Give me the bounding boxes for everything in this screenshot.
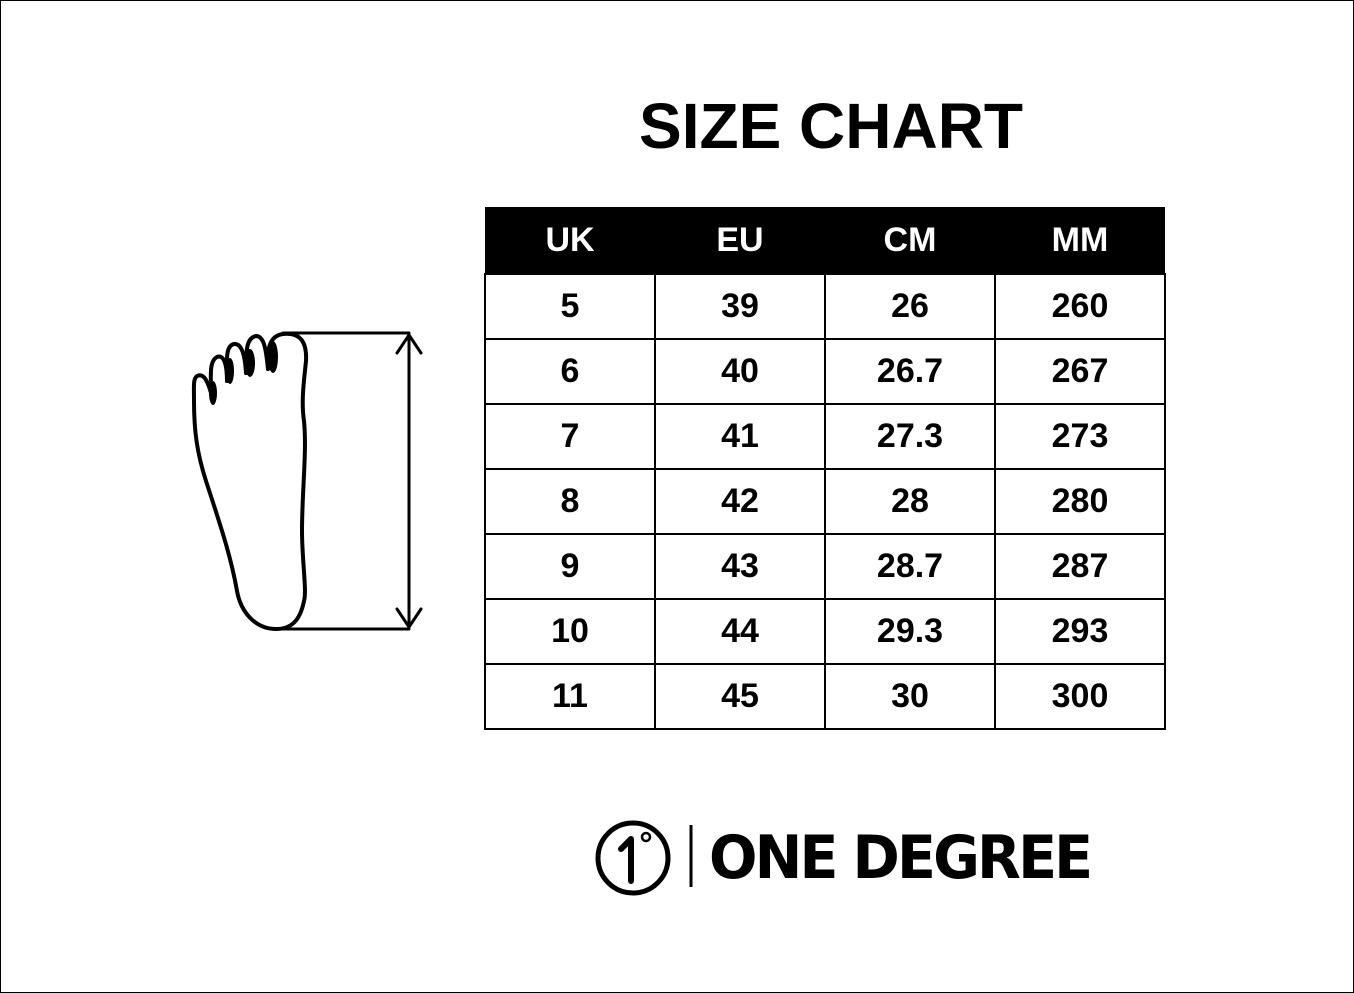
table-cell: 287 — [994, 533, 1166, 600]
column-header-eu: EU — [655, 207, 825, 274]
table-cell: 260 — [994, 273, 1166, 340]
length-arrow-icon — [281, 331, 423, 631]
table-cell: 10 — [484, 598, 656, 665]
table-cell: 28.7 — [824, 533, 996, 600]
table-row: 8 42 28 280 — [484, 468, 1166, 535]
table-row: 6 40 26.7 267 — [484, 338, 1166, 405]
table-cell: 40 — [654, 338, 826, 405]
table-cell: 39 — [654, 273, 826, 340]
table-cell: 293 — [994, 598, 1166, 665]
table-cell: 5 — [484, 273, 656, 340]
table-cell: 29.3 — [824, 598, 996, 665]
table-cell: 30 — [824, 663, 996, 730]
table-cell: 45 — [654, 663, 826, 730]
table-cell: 28 — [824, 468, 996, 535]
table-cell: 7 — [484, 403, 656, 470]
table-cell: 267 — [994, 338, 1166, 405]
column-header-uk: UK — [485, 207, 655, 274]
table-cell: 26.7 — [824, 338, 996, 405]
column-header-mm: MM — [995, 207, 1165, 274]
table-cell: 6 — [484, 338, 656, 405]
table-cell: 41 — [654, 403, 826, 470]
table-row: 7 41 27.3 273 — [484, 403, 1166, 470]
table-row: 9 43 28.7 287 — [484, 533, 1166, 600]
toe-gaps — [209, 341, 278, 405]
table-cell: 43 — [654, 533, 826, 600]
size-table: UK EU CM MM 5 39 26 260 6 40 26.7 267 7 41 27.3 273 8 42… — [484, 207, 1166, 730]
table-cell: 9 — [484, 533, 656, 600]
table-cell: 8 — [484, 468, 656, 535]
table-row: 5 39 26 260 — [484, 273, 1166, 340]
table-cell: 11 — [484, 663, 656, 730]
page-title: SIZE CHART — [639, 90, 1023, 162]
table-cell: 42 — [654, 468, 826, 535]
brand-name: ONE DEGREE — [709, 823, 1093, 893]
foot-icon — [191, 331, 309, 631]
table-row: 11 45 30 300 — [484, 663, 1166, 730]
table-cell: 44 — [654, 598, 826, 665]
column-header-cm: CM — [825, 207, 995, 274]
table-cell: 300 — [994, 663, 1166, 730]
table-cell: 273 — [994, 403, 1166, 470]
table-header-row: UK EU CM MM — [485, 207, 1165, 274]
table-cell: 27.3 — [824, 403, 996, 470]
table-row: 10 44 29.3 293 — [484, 598, 1166, 665]
table-cell: 280 — [994, 468, 1166, 535]
brand-logo-mark — [595, 820, 693, 896]
table-cell: 26 — [824, 273, 996, 340]
